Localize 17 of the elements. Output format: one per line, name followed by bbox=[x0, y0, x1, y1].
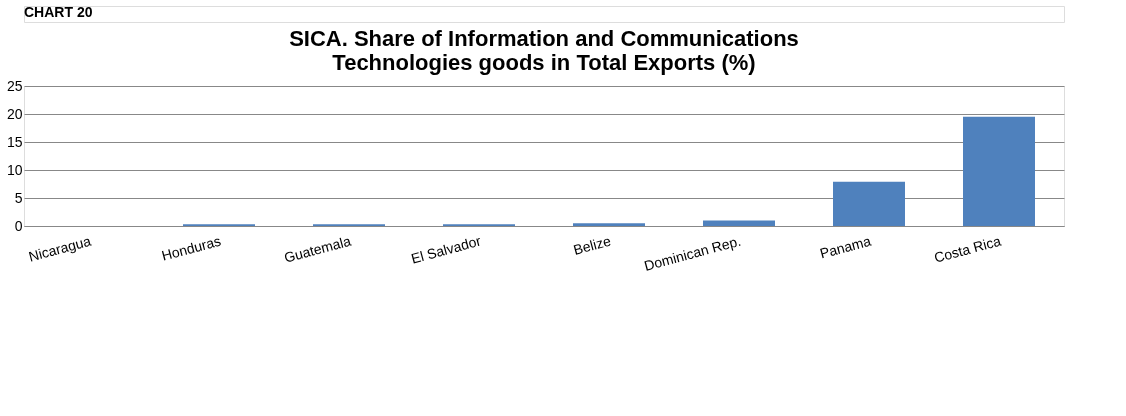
chart-title: SICA. Share of Information and Communications Technologies goods in Total Exports (%) bbox=[289, 26, 799, 75]
bar bbox=[963, 116, 1035, 226]
x-tick-label: Panama bbox=[818, 232, 873, 262]
y-tick-label: 25 bbox=[6, 77, 23, 94]
x-tick-label: El Salvador bbox=[409, 232, 483, 267]
caption: CHART 20 bbox=[24, 4, 93, 20]
y-tick-label: 15 bbox=[6, 133, 23, 150]
x-tick-label: Belize bbox=[571, 232, 613, 258]
bar bbox=[833, 181, 905, 226]
y-tick-label: 20 bbox=[6, 105, 23, 122]
y-tick-label: 5 bbox=[14, 189, 23, 206]
y-tick-label: 10 bbox=[6, 161, 23, 178]
bar bbox=[573, 223, 645, 226]
bar bbox=[703, 220, 775, 226]
y-tick-label: 0 bbox=[14, 217, 23, 234]
x-tick-label: Costa Rica bbox=[932, 232, 1003, 266]
x-tick-label: Honduras bbox=[159, 232, 223, 264]
